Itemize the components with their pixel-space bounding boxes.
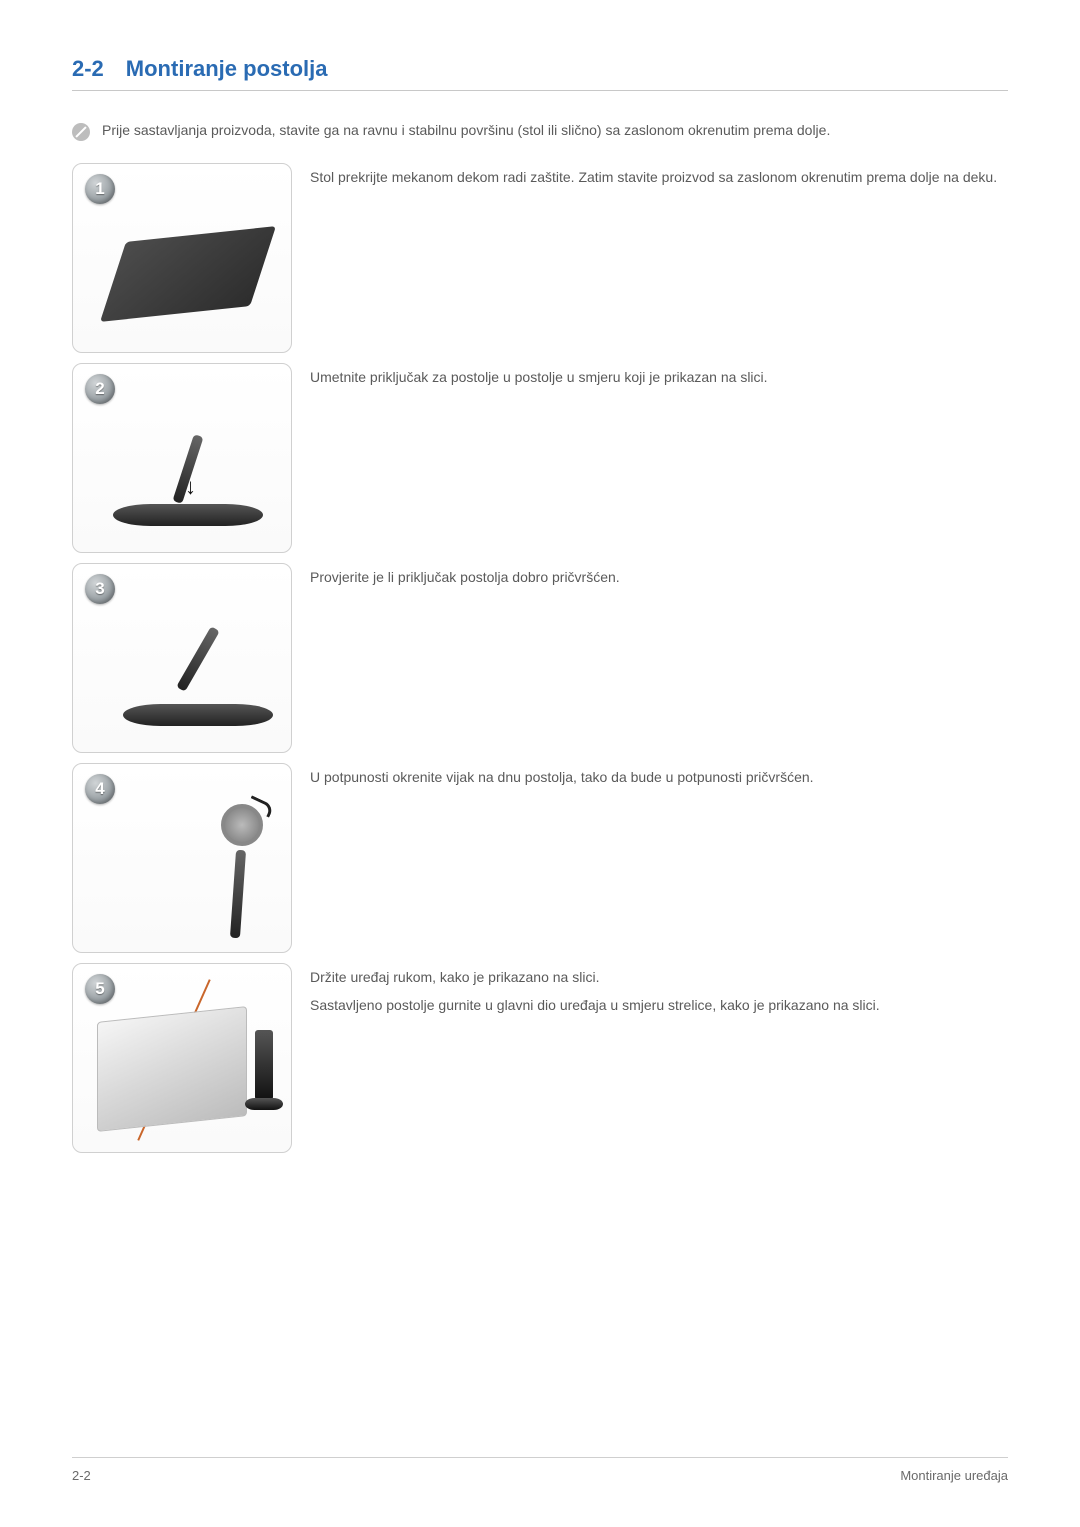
down-arrow-icon: ↓ xyxy=(185,474,196,500)
step-badge: 4 xyxy=(85,774,115,804)
step-2: 2 ↓ Umetnite priključak za postolje u po… xyxy=(72,363,1008,553)
step-5-text: Držite uređaj rukom, kako je prikazano n… xyxy=(310,963,1008,1022)
step-5-text-line: Držite uređaj rukom, kako je prikazano n… xyxy=(310,967,1008,989)
step-4-text: U potpunosti okrenite vijak na dnu posto… xyxy=(310,763,1008,789)
step-5: 5 Držite uređaj rukom, kako je prikazano… xyxy=(72,963,1008,1153)
step-4: 4 U potpunosti okrenite vijak na dnu pos… xyxy=(72,763,1008,953)
step-badge: 3 xyxy=(85,574,115,604)
section-header: 2-2 Montiranje postolja xyxy=(72,56,1008,91)
step-2-image: 2 ↓ xyxy=(72,363,292,553)
illustration-shape xyxy=(97,1006,247,1132)
illustration-shape xyxy=(176,626,220,692)
illustration-shape xyxy=(100,226,276,322)
section-title: Montiranje postolja xyxy=(126,56,328,82)
step-5-text-line: Sastavljeno postolje gurnite u glavni di… xyxy=(310,995,1008,1017)
step-3-image: 3 xyxy=(72,563,292,753)
section-number: 2-2 xyxy=(72,56,104,82)
step-badge: 1 xyxy=(85,174,115,204)
prohibit-icon xyxy=(72,123,90,141)
step-badge: 2 xyxy=(85,374,115,404)
step-1: 1 Stol prekrijte mekanom dekom radi zašt… xyxy=(72,163,1008,353)
steps-list: 1 Stol prekrijte mekanom dekom radi zašt… xyxy=(72,163,1008,1153)
footer-right: Montiranje uređaja xyxy=(900,1468,1008,1483)
step-4-image: 4 xyxy=(72,763,292,953)
illustration-shape xyxy=(255,1030,273,1100)
step-1-text: Stol prekrijte mekanom dekom radi zaštit… xyxy=(310,163,1008,189)
page-footer: 2-2 Montiranje uređaja xyxy=(72,1457,1008,1483)
page: 2-2 Montiranje postolja Prije sastavljan… xyxy=(0,0,1080,1527)
illustration-shape xyxy=(113,504,263,526)
illustration-shape xyxy=(230,850,246,938)
intro-text: Prije sastavljanja proizvoda, stavite ga… xyxy=(102,121,830,141)
step-2-text: Umetnite priključak za postolje u postol… xyxy=(310,363,1008,389)
step-3-text: Provjerite je li priključak postolja dob… xyxy=(310,563,1008,589)
illustration-shape xyxy=(123,704,273,726)
footer-left: 2-2 xyxy=(72,1468,91,1483)
step-badge: 5 xyxy=(85,974,115,1004)
illustration-shape xyxy=(221,804,263,846)
step-1-image: 1 xyxy=(72,163,292,353)
step-5-image: 5 xyxy=(72,963,292,1153)
step-3: 3 Provjerite je li priključak postolja d… xyxy=(72,563,1008,753)
intro-note: Prije sastavljanja proizvoda, stavite ga… xyxy=(72,121,1008,141)
